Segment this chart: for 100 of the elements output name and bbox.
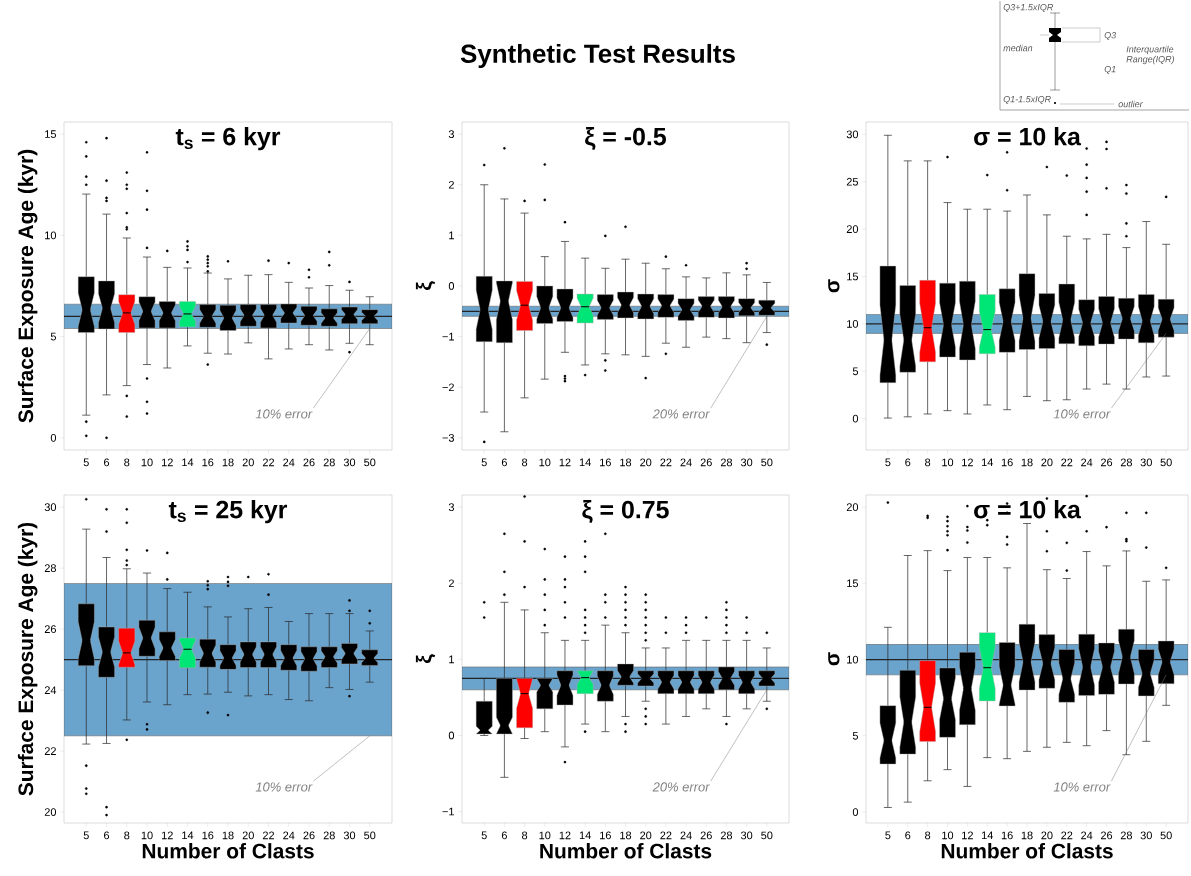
text: Synthetic Test Results: [460, 43, 735, 69]
x-tick-label: 6: [104, 458, 110, 467]
chart-title: ξ = 0.75: [582, 500, 669, 524]
y-tick-label: 5: [852, 732, 859, 740]
x-tick-label: 12: [161, 831, 173, 840]
x-tick-label: 8: [124, 831, 130, 840]
y-tick-label: 28: [44, 564, 56, 573]
x-tick-label: 12: [962, 831, 973, 840]
x-tick-label: 12: [559, 458, 571, 467]
y-tick-label: 15: [847, 272, 859, 281]
x-axis-title: Number of Clasts: [142, 843, 314, 859]
x-tick-label: 8: [925, 831, 931, 840]
x-tick-label: 20: [640, 458, 652, 467]
x-tick-label: 5: [83, 831, 89, 840]
x-tick-label: 50: [761, 831, 773, 840]
y-tick-label: −3: [442, 433, 454, 442]
y-tick-label: 1: [449, 231, 454, 240]
y-tick-label: 10: [847, 320, 859, 328]
y-axis-title: Surface Exposure Age (kyr): [17, 522, 38, 796]
text: Interquartile Range(IQR): [1126, 45, 1175, 65]
y-tick-label: 1: [449, 655, 454, 664]
y-tick-label: 15: [45, 130, 57, 138]
y-tick-label: 22: [44, 747, 56, 755]
x-tick-label: 50: [1160, 831, 1172, 840]
y-tick-label: 20: [846, 225, 859, 233]
x-tick-label: 16: [202, 458, 214, 467]
y-tick-label: 5: [852, 367, 859, 376]
x-tick-label: 22: [1061, 831, 1073, 840]
y-axis-title: σ: [828, 652, 840, 666]
x-tick-label: 8: [522, 458, 528, 467]
y-tick-label: 3: [448, 503, 454, 512]
y-tick-label: 30: [846, 130, 859, 139]
y-tick-label: −1: [442, 807, 454, 816]
x-tick-label: 30: [1140, 831, 1152, 840]
x-tick-label: 6: [905, 831, 911, 840]
chart-title: ξ = -0.5: [585, 127, 666, 151]
x-tick-label: 28: [720, 831, 733, 840]
x-tick-label: 14: [981, 831, 994, 840]
text: Q3+1.5xIQR: [1003, 4, 1054, 12]
y-tick-label: 0: [852, 808, 859, 816]
x-axis-title: Number of Clasts: [941, 843, 1113, 859]
x-tick-label: 22: [660, 458, 672, 467]
x-tick-label: 28: [1120, 458, 1132, 467]
y-axis-title: Surface Exposure Age (kyr): [17, 149, 38, 423]
x-tick-label: 10: [141, 831, 153, 840]
chart-title: σ = 10 ka: [974, 127, 1082, 146]
y-tick-label: 26: [44, 625, 56, 634]
y-tick-label: 10: [45, 231, 57, 240]
x-tick-label: 5: [481, 458, 487, 467]
annotation: 10% error: [255, 782, 313, 792]
y-tick-label: 0: [448, 731, 455, 740]
y-tick-label: 0: [448, 282, 455, 290]
x-tick-label: 30: [740, 458, 753, 467]
x-axis-title: Number of Clasts: [540, 843, 712, 859]
x-tick-label: 18: [1021, 831, 1033, 840]
x-tick-label: 18: [1021, 458, 1033, 467]
y-tick-label: 30: [44, 503, 57, 512]
x-tick-label: 5: [885, 458, 891, 467]
x-tick-label: 5: [885, 831, 891, 840]
y-axis-title: ξ: [415, 281, 436, 290]
text: median: [1003, 44, 1033, 52]
x-tick-label: 30: [740, 831, 753, 840]
x-tick-label: 10: [141, 458, 153, 467]
y-axis-title: σ: [828, 279, 840, 293]
x-tick-label: 5: [481, 831, 487, 840]
x-tick-label: 20: [1041, 458, 1053, 467]
y-tick-label: 2: [448, 180, 454, 189]
x-tick-label: 30: [343, 831, 356, 840]
text: outlier: [1118, 100, 1143, 108]
text: Q3: [1104, 32, 1117, 40]
x-tick-label: 14: [182, 831, 194, 840]
annotation: 10% error: [1053, 782, 1111, 792]
x-tick-label: 50: [1160, 458, 1172, 467]
x-tick-label: 6: [905, 458, 911, 467]
annotation: 20% error: [652, 782, 710, 792]
y-tick-label: 15: [847, 579, 859, 588]
annotation: 20% error: [652, 409, 710, 419]
x-tick-label: 20: [640, 831, 652, 840]
y-tick-label: −1: [442, 332, 454, 341]
y-axis-title: ξ: [415, 654, 436, 663]
x-tick-label: 10: [539, 831, 551, 840]
x-tick-label: 30: [1140, 458, 1152, 467]
annotation: 10% error: [255, 409, 313, 419]
text: Q1-1.5xIQR: [1003, 96, 1051, 104]
x-tick-label: 22: [660, 831, 672, 840]
x-tick-label: 18: [620, 831, 632, 840]
x-tick-label: 6: [104, 831, 110, 840]
chart-title: σ = 10 ka: [974, 500, 1082, 519]
y-tick-label: 25: [846, 177, 859, 186]
text: Q1: [1104, 66, 1116, 74]
x-tick-label: 26: [700, 831, 712, 840]
x-tick-label: 26: [1100, 831, 1113, 840]
x-tick-label: 18: [222, 458, 234, 467]
x-tick-label: 8: [522, 831, 528, 840]
x-tick-label: 14: [182, 458, 194, 467]
x-tick-label: 28: [323, 458, 335, 467]
x-tick-label: 16: [202, 831, 214, 840]
x-tick-label: 5: [83, 458, 89, 467]
x-tick-label: 26: [1100, 458, 1113, 467]
x-tick-label: 6: [501, 458, 507, 467]
